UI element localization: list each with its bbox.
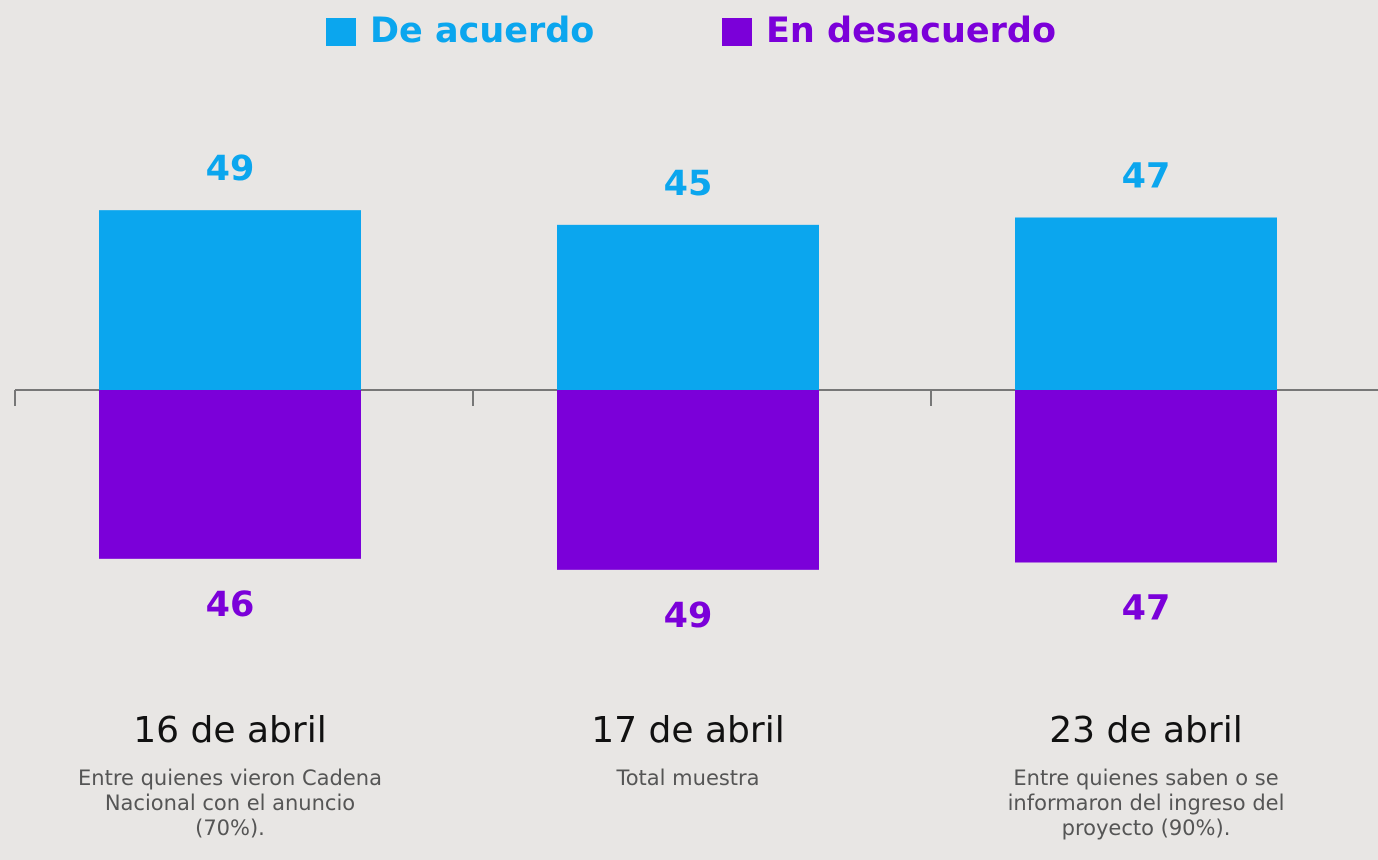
bar: [557, 390, 819, 570]
value-label: 49: [206, 149, 255, 189]
legend-swatch: [326, 18, 356, 46]
value-label: 49: [664, 596, 713, 636]
bar: [1015, 390, 1277, 563]
value-label: 47: [1122, 157, 1171, 197]
category-note: Entre quienes saben o se informaron del …: [1007, 766, 1285, 840]
category-label: 23 de abril: [1049, 710, 1242, 751]
bar: [557, 224, 819, 390]
category-label: 16 de abril: [133, 710, 326, 751]
legend-swatch: [722, 18, 752, 46]
legend-label: En desacuerdo: [766, 11, 1056, 51]
value-label: 45: [664, 164, 713, 204]
bar: [99, 210, 361, 390]
legend-label: De acuerdo: [370, 11, 594, 51]
bar: [99, 390, 361, 559]
category-label: 17 de abril: [591, 710, 784, 751]
value-label: 46: [206, 585, 255, 625]
category-note: Total muestra: [616, 766, 760, 790]
category-note: Entre quienes vieron Cadena Nacional con…: [78, 766, 382, 840]
value-label: 47: [1122, 588, 1171, 628]
bar: [1015, 217, 1277, 390]
